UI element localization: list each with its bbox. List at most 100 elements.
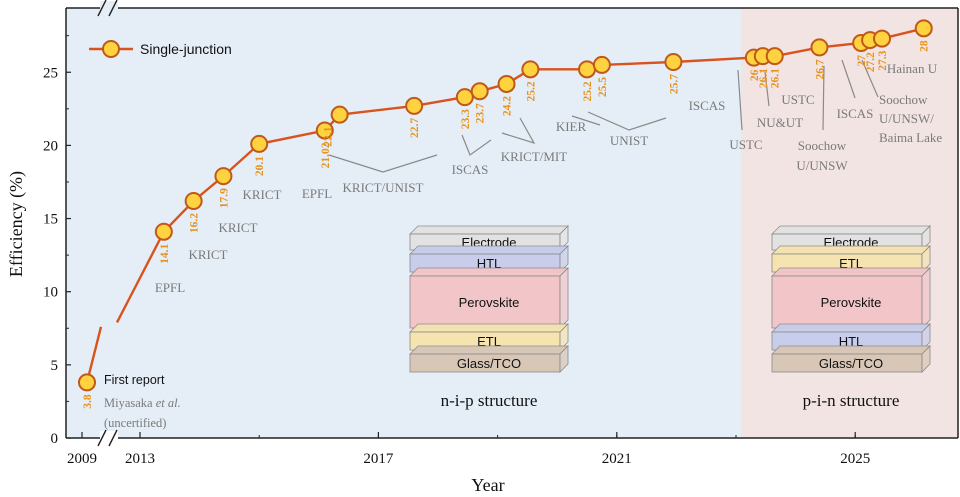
annotation-text: Soochow: [879, 92, 928, 107]
annotation-text: KRICT: [243, 187, 282, 202]
layer-side-face: [559, 267, 569, 329]
annotation-text: (uncertified): [104, 416, 166, 430]
data-point: [184, 191, 203, 210]
data-label: 27.3: [877, 50, 889, 70]
y-tick-label: 10: [43, 285, 58, 301]
annotation-text: U/UNSW: [796, 158, 848, 173]
data-label: 22.7: [409, 118, 421, 138]
annotation-connector: [501, 117, 536, 145]
layer-top-face: [771, 245, 931, 255]
data-label: 26: [749, 69, 761, 81]
layer-side-face: [921, 345, 931, 373]
data-label: 25.2: [582, 81, 594, 101]
y-tick-label: 0: [51, 431, 59, 447]
data-label: 25.7: [668, 74, 680, 94]
data-label: 23.3: [460, 109, 472, 129]
bottom-axis-break-slash: [108, 429, 118, 447]
layer-side-face: [559, 345, 569, 373]
data-point: [250, 134, 269, 153]
layer-side-face: [921, 225, 931, 251]
bottom-axis-break-slash: [97, 429, 107, 447]
annotation-text: ISCAS: [689, 98, 726, 113]
annotation-text: KRICT/UNIST: [343, 180, 424, 195]
data-point: [497, 74, 516, 93]
data-point: [765, 47, 784, 66]
data-point: [405, 96, 424, 115]
layer-top-face: [771, 267, 931, 277]
data-point: [810, 38, 829, 57]
annotation-text: Hainan U: [887, 61, 938, 76]
y-axis-title: Efficiency (%): [6, 171, 27, 277]
layer-label: ETL: [477, 334, 501, 349]
annotation-connector: [737, 69, 743, 131]
layer-label: Glass/TCO: [457, 356, 521, 371]
data-point: [521, 60, 540, 79]
data-point: [914, 19, 933, 38]
data-point: [664, 53, 683, 72]
data-point: [214, 167, 233, 186]
data-point: [470, 82, 489, 101]
annotation-connector: [328, 154, 438, 173]
layer-side-face: [921, 323, 931, 351]
data-point: [592, 55, 611, 74]
data-point: [330, 105, 349, 124]
series-segment-post-break: [115, 231, 165, 323]
layer-label: Glass/TCO: [819, 356, 883, 371]
annotation-connector: [764, 71, 770, 107]
data-point: [154, 222, 173, 241]
annotation-text: U/UNSW/: [879, 111, 934, 126]
layer-top-face: [409, 345, 569, 355]
y-tick-label: 5: [51, 358, 59, 374]
series-segment-early: [85, 326, 103, 383]
annotation-connector: [461, 134, 492, 156]
y-tick-label: 25: [43, 65, 58, 81]
annotation-connector: [587, 111, 667, 131]
data-label: 25.2: [525, 81, 537, 101]
legend: Single-junction: [89, 40, 232, 58]
data-label: 27.2: [865, 52, 877, 72]
layer-label: HTL: [477, 256, 502, 271]
data-point: [455, 88, 474, 107]
annotation-connector: [841, 59, 856, 99]
y-tick-label: 20: [43, 138, 58, 154]
layer-side-face: [559, 245, 569, 273]
data-label: 23.7: [475, 103, 487, 123]
data-label: 26.7: [814, 59, 826, 79]
layer-top-face: [409, 267, 569, 277]
data-label: 24.2: [502, 96, 514, 116]
annotation-text: Soochow: [798, 138, 847, 153]
data-label: 25.5: [597, 77, 609, 97]
top-axis-break-slash: [97, 0, 107, 17]
layer-top-face: [409, 225, 569, 235]
data-point: [78, 373, 96, 392]
data-label: 27: [856, 55, 868, 67]
data-label: 26.1: [770, 68, 782, 88]
layer-top-face: [409, 245, 569, 255]
annotation-text: NU&UT: [757, 115, 803, 130]
layer-side-face: [921, 267, 931, 329]
data-point: [578, 60, 596, 79]
layer-top-face: [771, 323, 931, 333]
data-label: 21.02: [320, 142, 332, 168]
layer-label: ETL: [839, 256, 863, 271]
data-label: 26.1: [758, 68, 770, 88]
top-axis-break-slash: [108, 0, 118, 17]
annotation-connector: [861, 59, 879, 98]
data-label: 17.9: [218, 188, 230, 208]
layer-top-face: [771, 345, 931, 355]
layer-label: Perovskite: [459, 295, 520, 310]
layer-label: HTL: [839, 334, 864, 349]
legend-label: Single-junction: [140, 41, 232, 57]
series-line: [162, 27, 924, 233]
x-tick-label: 2021: [602, 451, 632, 467]
annotation-text-italic: et al.: [156, 396, 181, 410]
layer-top-face: [771, 225, 931, 235]
data-label: 20.1: [254, 156, 266, 176]
data-label: 16.2: [189, 213, 201, 233]
annotation-text: Miyasaka et al.: [104, 396, 181, 410]
nip-region-background: [66, 8, 741, 438]
x-tick-label: 2009: [67, 451, 97, 467]
layer-perovskite: [771, 275, 923, 329]
